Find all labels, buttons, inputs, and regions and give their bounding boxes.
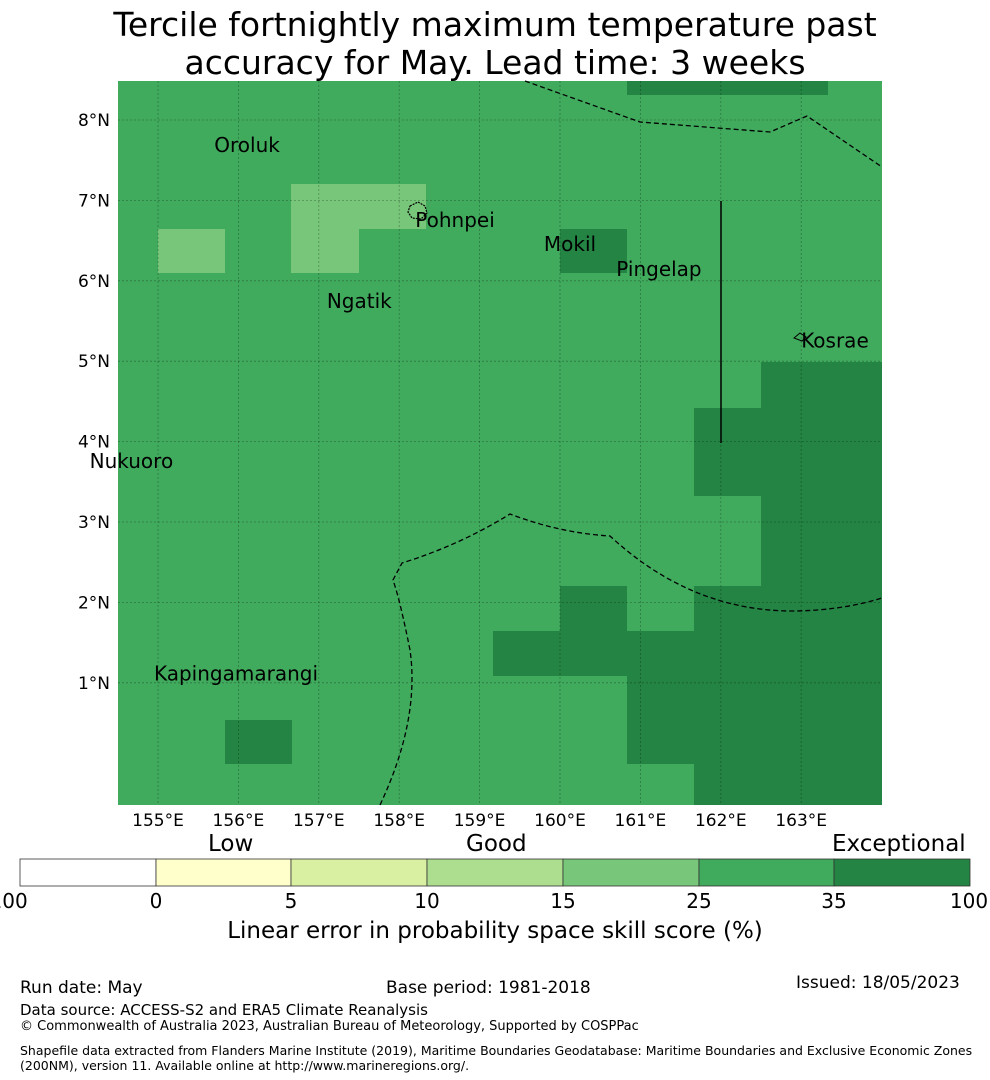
colorbar-tick: 15	[550, 889, 576, 913]
pohnpei-island-outline	[407, 201, 428, 220]
lon-tick-label: 163°E	[775, 811, 827, 830]
lat-tick-label: 7°N	[78, 191, 110, 211]
colorbar-tick: 25	[686, 889, 712, 913]
colorbar-tick: 100	[949, 889, 989, 913]
place-label: Oroluk	[214, 133, 280, 157]
shapefile-credit: Shapefile data extracted from Flanders M…	[20, 1043, 980, 1073]
title-line-1: Tercile fortnightly maximum temperature …	[113, 5, 877, 44]
category-low-label: Low	[208, 831, 254, 857]
lon-tick-label: 156°E	[213, 811, 265, 830]
skill-cell	[627, 676, 694, 764]
copyright-notice: © Commonwealth of Australia 2023, Austra…	[20, 1019, 639, 1034]
shapefile-credit-line-1: Shapefile data extracted from Flanders M…	[20, 1043, 973, 1058]
data-source: Data source: ACCESS-S2 and ERA5 Climate …	[20, 1001, 428, 1019]
colorbar-tick: 10	[414, 889, 440, 913]
skill-cell	[627, 81, 828, 95]
lat-tick-label: 2°N	[78, 593, 110, 613]
skill-cell	[291, 229, 359, 273]
lon-tick-label: 161°E	[615, 811, 667, 830]
skill-cell	[560, 229, 627, 273]
colorbar-swatch	[19, 858, 157, 887]
colorbar-label: Linear error in probability space skill …	[227, 918, 763, 944]
colorbar-tick: 0	[149, 889, 163, 913]
skill-cell	[225, 720, 292, 764]
colorbar-tick: 5	[284, 889, 298, 913]
category-good-label: Good	[466, 831, 527, 857]
colorbar	[19, 858, 971, 887]
skill-cell	[158, 229, 225, 273]
place-label: Kapingamarangi	[154, 661, 318, 685]
colorbar-swatch	[426, 858, 564, 887]
lat-tick-label: 4°N	[78, 433, 110, 453]
skill-cell	[291, 184, 426, 229]
run-date: Run date: May	[20, 978, 143, 998]
skill-cell	[694, 408, 761, 496]
lon-tick-label: 158°E	[373, 811, 425, 830]
skill-cell	[694, 586, 761, 805]
category-exceptional-label: Exceptional	[832, 831, 966, 857]
base-period: Base period: 1981-2018	[386, 978, 591, 998]
place-label: Kosrae	[801, 329, 869, 353]
place-label: Pingelap	[616, 257, 701, 281]
lat-tick-label: 6°N	[78, 272, 110, 292]
lon-tick-label: 160°E	[534, 811, 586, 830]
skill-map: Oroluk Pohnpei Mokil Pingelap Ngatik Kosrae Nu…	[78, 80, 883, 830]
eez-boundary-south	[379, 513, 883, 806]
chart-title: Tercile fortnightly maximum temperature …	[0, 6, 990, 82]
lat-tick-label: 3°N	[78, 513, 110, 533]
lat-tick-label: 5°N	[78, 352, 110, 372]
lat-tick-label: 1°N	[78, 674, 110, 694]
title-line-2: accuracy for May. Lead time: 3 weeks	[184, 43, 806, 82]
colorbar-swatch	[290, 858, 428, 887]
issued-date: Issued: 18/05/2023	[796, 973, 960, 993]
lon-tick-label: 157°E	[293, 811, 345, 830]
lon-tick-label: 162°E	[695, 811, 747, 830]
place-label: Mokil	[544, 232, 596, 256]
eez-boundary-north	[524, 80, 883, 168]
place-label: Ngatik	[327, 289, 392, 313]
skill-cell	[493, 631, 694, 676]
colorbar-swatch	[833, 858, 971, 887]
lon-tick-label: 159°E	[454, 811, 506, 830]
lat-tick-label: 8°N	[78, 111, 110, 131]
colorbar-tick: -100	[0, 889, 28, 913]
shapefile-credit-line-2: (200NM), version 11. Available online at…	[20, 1058, 470, 1073]
kosrae-island-outline	[793, 332, 807, 342]
colorbar-swatch	[155, 858, 292, 887]
skill-cell	[761, 362, 882, 805]
colorbar-tick: 35	[821, 889, 847, 913]
place-label: Pohnpei	[415, 208, 495, 232]
lon-tick-label: 155°E	[132, 811, 184, 830]
place-label: Nukuoro	[90, 449, 174, 473]
colorbar-swatch	[562, 858, 700, 887]
colorbar-swatch	[698, 858, 835, 887]
